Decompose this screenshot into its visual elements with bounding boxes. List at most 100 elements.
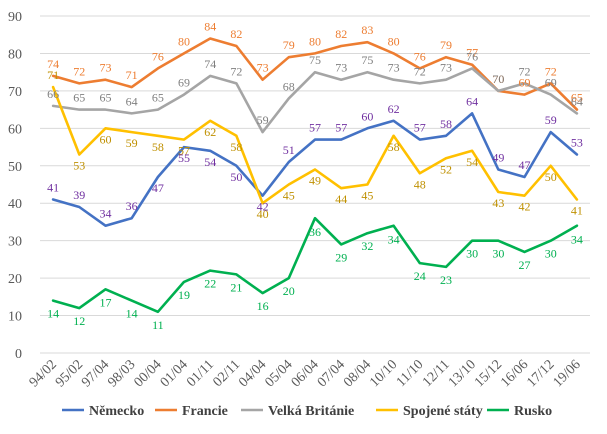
data-label: 16: [257, 299, 269, 313]
y-tick-label: 20: [8, 272, 22, 287]
x-tick-label: 94/02: [27, 357, 60, 390]
legend-label: Spojené státy: [403, 404, 483, 419]
data-label: 49: [309, 174, 321, 188]
data-label: 34: [388, 233, 400, 247]
data-label: 75: [309, 53, 321, 67]
data-label: 12: [73, 314, 85, 328]
data-label: 30: [492, 247, 504, 261]
data-label: 58: [388, 140, 400, 154]
data-label: 54: [204, 155, 216, 169]
data-label: 57: [178, 144, 190, 158]
data-label: 80: [388, 34, 400, 48]
data-label: 29: [335, 250, 347, 264]
legend: Německo Francie Velká Británie Spojené stát…: [62, 404, 552, 419]
data-label: 57: [335, 121, 347, 135]
x-tick-label: 07/04: [315, 357, 348, 390]
data-label: 17: [99, 295, 111, 309]
x-tick-label: 13/10: [446, 357, 479, 390]
data-label: 72: [414, 64, 426, 78]
data-label: 72: [73, 64, 85, 78]
data-label: 59: [126, 136, 138, 150]
data-label: 11: [152, 318, 164, 332]
x-tick-label: 00/04: [132, 357, 165, 390]
data-label: 59: [257, 113, 269, 127]
x-tick-label: 98/03: [105, 357, 138, 390]
data-label: 45: [283, 189, 295, 203]
data-label: 22: [204, 277, 216, 291]
data-label: 36: [126, 199, 138, 213]
data-label: 41: [47, 180, 59, 194]
data-label: 76: [466, 49, 478, 63]
data-label: 50: [545, 170, 557, 184]
data-label: 36: [309, 225, 321, 239]
x-tick-label: 95/02: [53, 357, 86, 390]
data-label: 80: [178, 34, 190, 48]
y-tick-label: 0: [15, 347, 22, 362]
data-label: 69: [178, 76, 190, 90]
data-label: 73: [257, 61, 269, 75]
data-label: 73: [440, 61, 452, 75]
y-tick-label: 60: [8, 122, 22, 137]
data-label: 41: [571, 203, 583, 217]
data-label: 27: [519, 258, 531, 272]
data-label: 34: [99, 207, 111, 221]
data-label: 45: [361, 189, 373, 203]
legend-label: Německo: [89, 404, 144, 419]
data-label: 76: [414, 49, 426, 63]
x-tick-label: 17/12: [524, 357, 557, 390]
data-label: 69: [519, 76, 531, 90]
x-tick-label: 01/04: [158, 357, 191, 390]
data-label: 52: [440, 162, 452, 176]
data-label: 51: [283, 143, 295, 157]
x-axis: 94/0295/0297/0498/0300/0401/0401/1102/11…: [27, 357, 584, 390]
data-label: 73: [388, 61, 400, 75]
data-label: 66: [47, 87, 59, 101]
data-label: 72: [230, 64, 242, 78]
data-label: 40: [257, 207, 269, 221]
data-label: 82: [230, 27, 242, 41]
data-label: 32: [361, 239, 373, 253]
data-label: 77: [466, 46, 478, 60]
data-label: 42: [257, 200, 269, 214]
data-label: 79: [283, 38, 295, 52]
data-label: 84: [204, 19, 216, 33]
data-label: 48: [414, 177, 426, 191]
x-tick-label: 97/04: [79, 357, 112, 390]
series-line-0: [51, 112, 579, 227]
data-label: 50: [230, 170, 242, 184]
data-label: 21: [230, 280, 242, 294]
data-label: 70: [492, 72, 504, 86]
x-tick-label: 08/04: [341, 357, 374, 390]
data-label: 49: [492, 151, 504, 165]
x-tick-label: 02/11: [210, 357, 243, 390]
x-tick-label: 11/10: [394, 357, 427, 390]
data-label: 73: [99, 61, 111, 75]
data-label: 64: [571, 94, 583, 108]
y-tick-label: 50: [8, 160, 22, 175]
data-label: 58: [440, 117, 452, 131]
data-label: 53: [73, 159, 85, 173]
x-tick-label: 10/10: [367, 357, 400, 390]
data-label: 82: [335, 27, 347, 41]
data-label: 20: [283, 284, 295, 298]
data-label: 70: [492, 72, 504, 86]
data-label: 60: [361, 109, 373, 123]
legend-label: Velká Británie: [268, 404, 354, 419]
x-tick-label: 01/11: [184, 357, 217, 390]
data-label: 64: [126, 94, 138, 108]
data-label: 71: [126, 68, 138, 82]
legend-label: Rusko: [514, 404, 552, 419]
legend-label: Francie: [182, 404, 228, 419]
data-label: 44: [335, 192, 347, 206]
data-label: 55: [178, 151, 190, 165]
series-line-4: [51, 216, 579, 314]
data-label: 23: [440, 273, 452, 287]
data-label: 73: [335, 61, 347, 75]
x-tick-label: 05/04: [262, 357, 295, 390]
data-label: 47: [519, 158, 531, 172]
data-label: 83: [361, 23, 373, 37]
data-label: 34: [571, 233, 583, 247]
data-label: 72: [545, 64, 557, 78]
y-tick-label: 70: [8, 85, 22, 100]
data-label: 65: [152, 91, 164, 105]
